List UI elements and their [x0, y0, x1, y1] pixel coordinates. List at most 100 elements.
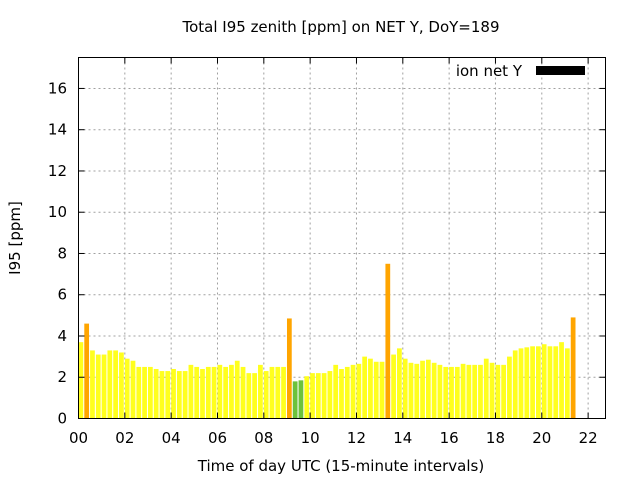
- bar: [420, 360, 425, 419]
- x-tick-label: 18: [486, 429, 505, 447]
- bar: [356, 363, 362, 419]
- y-tick-label: 12: [48, 162, 67, 180]
- y-tick-label: 8: [57, 244, 67, 262]
- bar: [292, 381, 298, 419]
- x-tick-label: 08: [254, 429, 273, 447]
- bar: [304, 376, 310, 419]
- bar: [333, 364, 339, 419]
- bar: [107, 350, 113, 419]
- bar: [159, 371, 165, 419]
- bar: [373, 361, 379, 419]
- bar: [489, 362, 495, 419]
- bars: [78, 263, 576, 419]
- x-tick-label: 02: [115, 429, 134, 447]
- bar: [84, 323, 90, 419]
- x-axis-label: Time of day UTC (15-minute intervals): [197, 457, 484, 475]
- bar: [211, 366, 217, 419]
- y-tick-label: 14: [48, 121, 67, 139]
- x-tick-label: 22: [579, 429, 598, 447]
- bar: [564, 348, 570, 419]
- x-tick-label: 00: [69, 429, 88, 447]
- bar: [553, 346, 559, 419]
- bar: [200, 368, 205, 419]
- bar: [240, 366, 246, 419]
- bar: [449, 366, 454, 419]
- bar: [425, 359, 431, 419]
- x-tick-label: 04: [162, 429, 181, 447]
- bar: [368, 358, 373, 419]
- bar: [281, 366, 286, 419]
- bar: [258, 364, 263, 419]
- bar: [472, 364, 478, 419]
- y-tick-labels: 0 2 4 6 8 10 12 14 16: [48, 79, 67, 427]
- bar: [397, 348, 402, 419]
- bar: [153, 368, 159, 419]
- bar: [454, 366, 460, 419]
- bar: [501, 364, 507, 419]
- bar: [315, 373, 321, 419]
- bar: [130, 360, 136, 419]
- bar: [327, 371, 333, 419]
- bar: [466, 364, 472, 419]
- x-tick-labels: 00 02 04 06 08 10 12 14 16 18 20 22: [69, 429, 598, 447]
- y-tick-label: 6: [57, 286, 67, 304]
- bar: [443, 366, 449, 419]
- bar: [246, 373, 252, 419]
- bar: [518, 348, 524, 419]
- bar: [530, 346, 535, 419]
- bar: [136, 366, 142, 419]
- y-axis-label: I95 [ppm]: [6, 201, 24, 275]
- x-tick-label: 10: [301, 429, 320, 447]
- bar: [217, 364, 223, 419]
- bar: [310, 373, 315, 419]
- bar: [188, 364, 194, 419]
- y-tick-label: 2: [57, 368, 67, 386]
- legend-label: ion net Y: [456, 62, 523, 80]
- bar: [119, 352, 124, 419]
- bar: [495, 364, 501, 419]
- bar: [408, 362, 414, 419]
- bar: [142, 366, 147, 419]
- bar: [478, 364, 483, 419]
- bar: [147, 366, 153, 419]
- bar: [78, 342, 84, 419]
- legend: ion net Y: [456, 62, 585, 80]
- bar: [512, 350, 518, 419]
- bar: [194, 366, 200, 419]
- bar: [275, 366, 281, 419]
- x-tick-label: 12: [347, 429, 366, 447]
- bar: [350, 364, 356, 419]
- bar: [263, 371, 269, 419]
- bar: [460, 363, 466, 419]
- bar: [437, 364, 443, 419]
- bar: [286, 318, 292, 419]
- bar: [101, 354, 107, 419]
- y-tick-label: 4: [57, 327, 67, 345]
- bar: [507, 356, 512, 419]
- chart-title: Total I95 zenith [ppm] on NET Y, DoY=189: [181, 18, 499, 36]
- bar: [402, 358, 408, 419]
- bar: [483, 358, 489, 419]
- legend-swatch: [536, 66, 585, 75]
- bar: [524, 347, 530, 419]
- bar: [171, 368, 176, 419]
- bar: [234, 360, 240, 419]
- bar: [431, 362, 437, 419]
- bar: [298, 380, 304, 419]
- bar: [269, 366, 275, 419]
- bar: [229, 364, 234, 419]
- plot-frame: [78, 57, 606, 419]
- bar: [379, 361, 385, 419]
- y-tick-label: 16: [48, 79, 67, 97]
- bar: [205, 366, 211, 419]
- bar: [95, 354, 101, 419]
- bar: [321, 373, 327, 419]
- bar: [536, 346, 541, 419]
- x-tick-label: 06: [208, 429, 227, 447]
- bar: [344, 366, 350, 419]
- bar: [541, 344, 547, 419]
- bar: [124, 358, 130, 419]
- bar: [165, 371, 171, 419]
- bar: [559, 342, 564, 419]
